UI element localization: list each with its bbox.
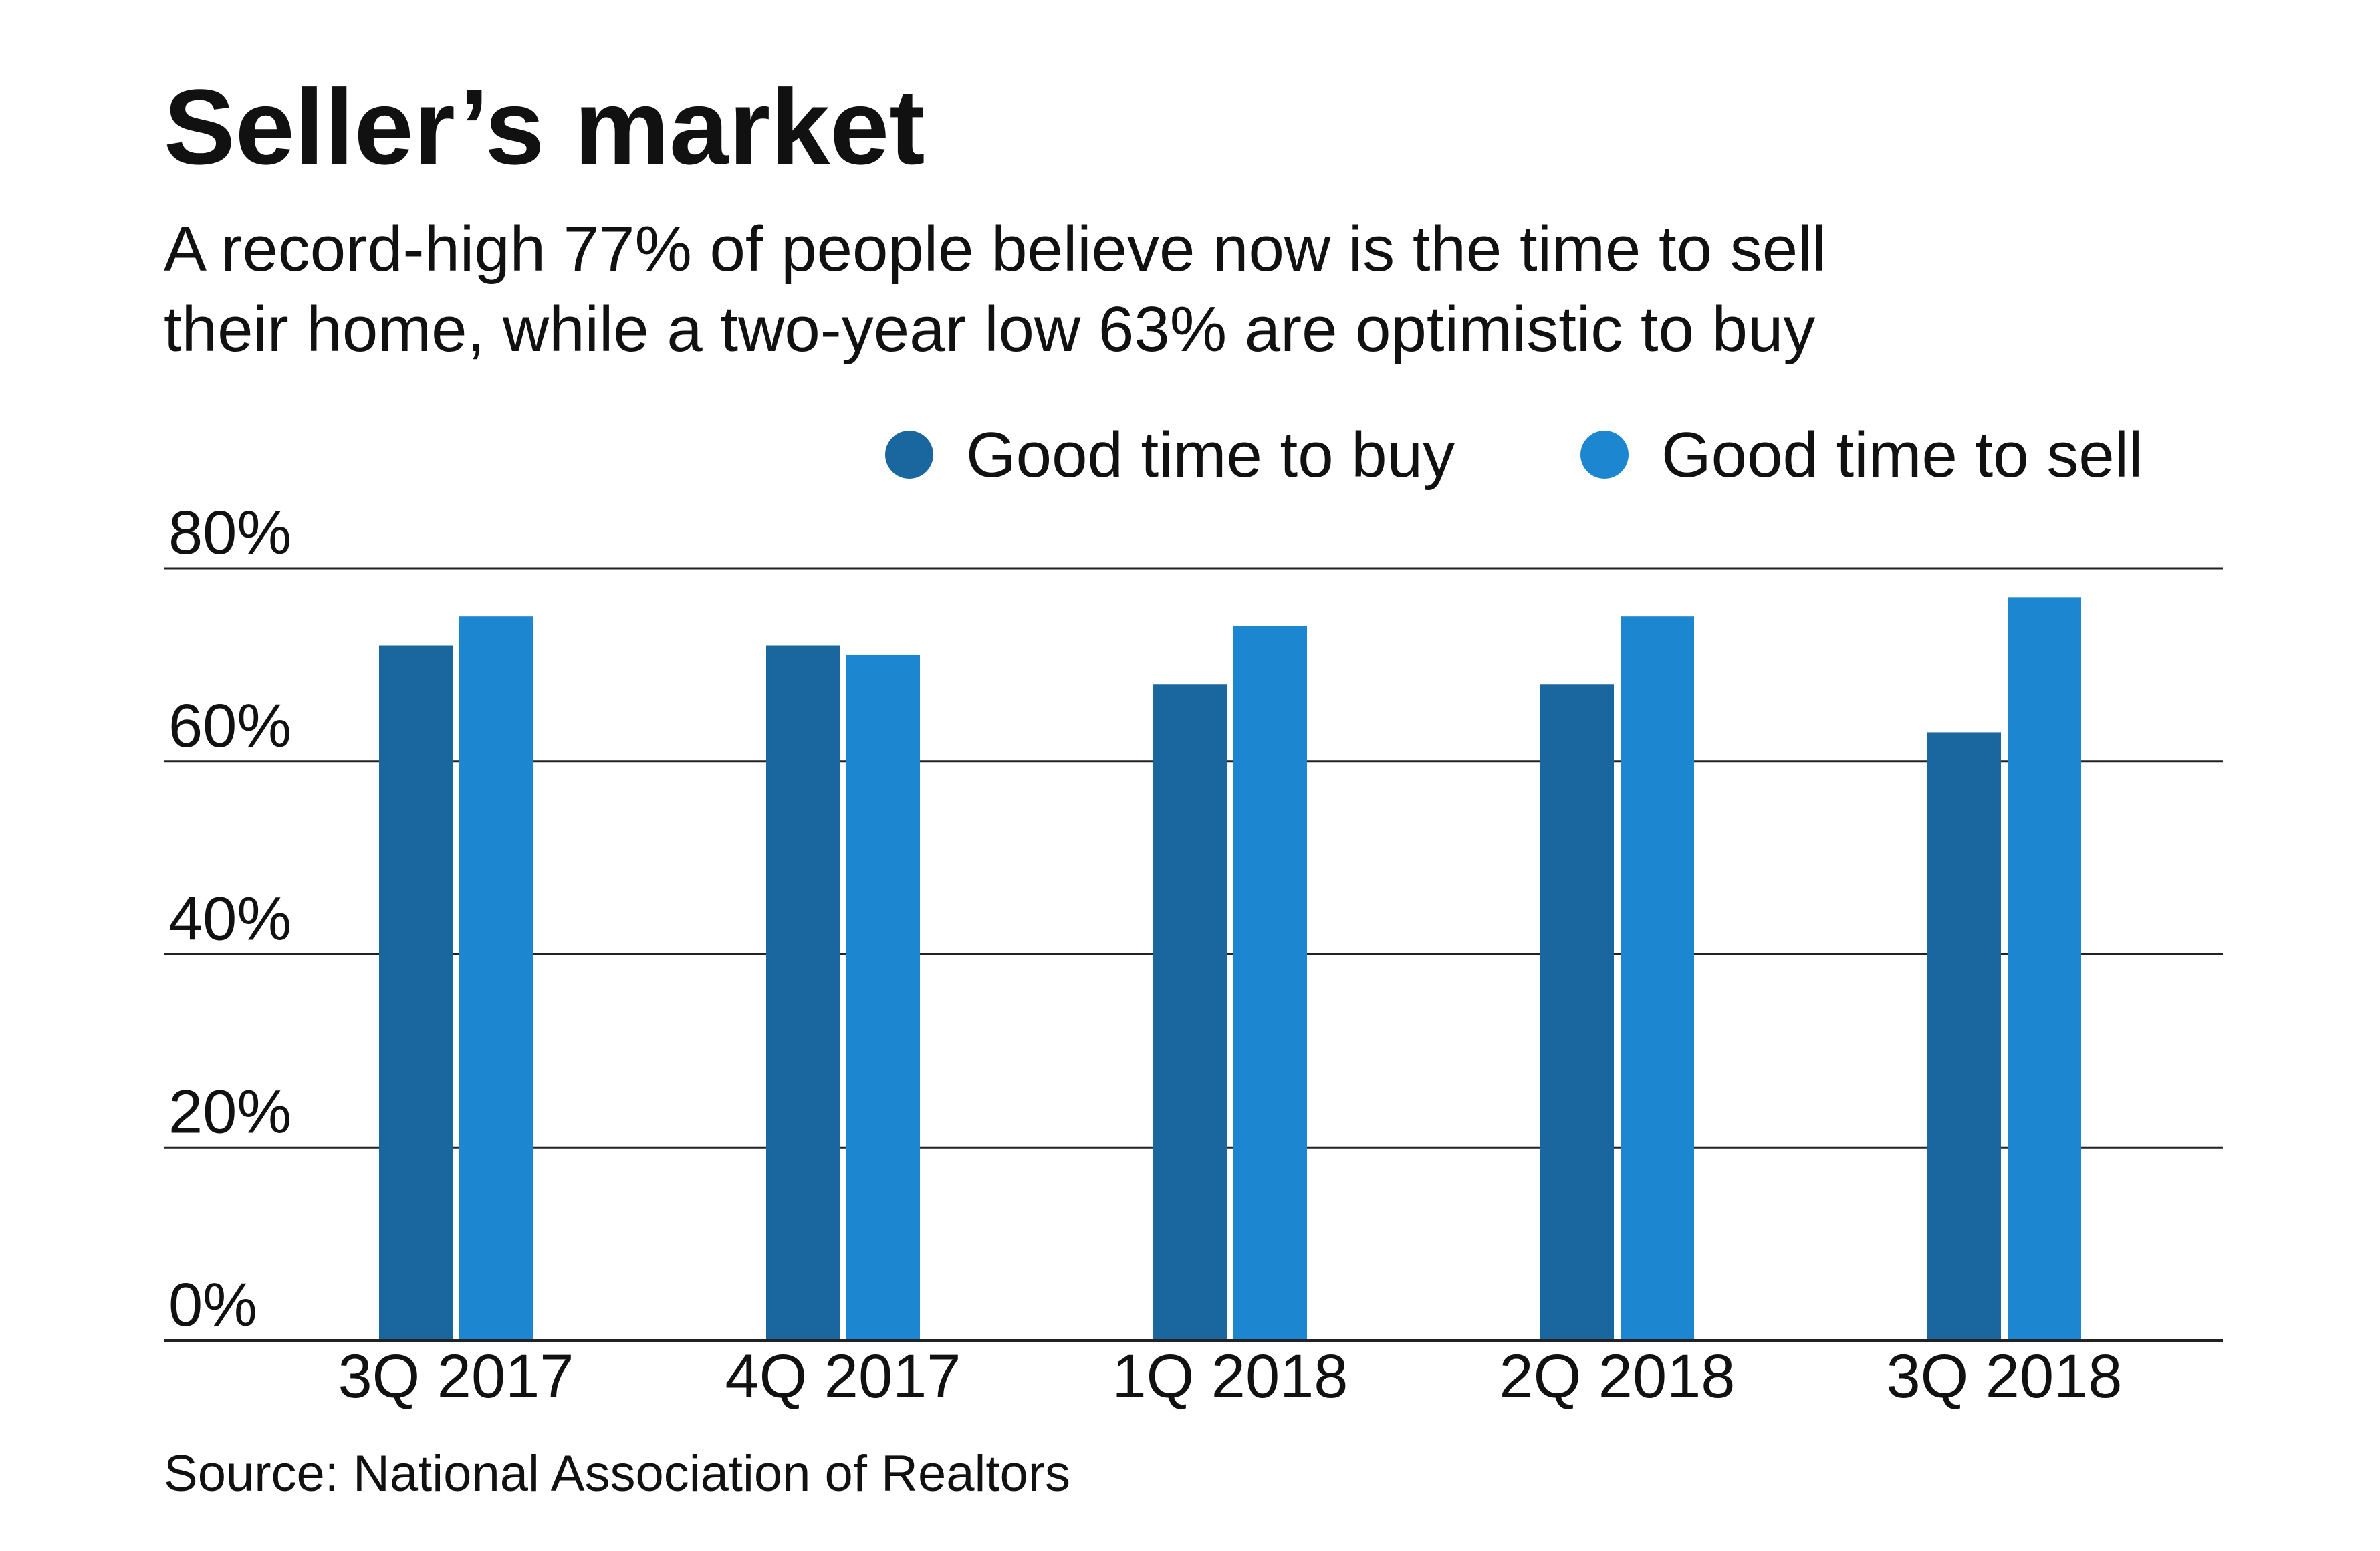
bar-buy [1153, 684, 1227, 1340]
y-tick-label: 0% [168, 1271, 257, 1339]
bar-buy [379, 645, 453, 1340]
x-tick-label: 3Q 2017 [338, 1342, 574, 1411]
x-tick-label: 2Q 2018 [1500, 1342, 1736, 1411]
x-tick-label: 3Q 2018 [1887, 1342, 2123, 1411]
x-tick-label: 4Q 2017 [725, 1342, 961, 1411]
bar-buy [1540, 684, 1614, 1340]
y-tick-label: 80% [168, 499, 291, 567]
bars [379, 597, 2081, 1340]
bar-sell [1621, 616, 1694, 1340]
legend: Good time to buy Good time to sell [885, 419, 2143, 491]
legend-label-buy: Good time to buy [966, 419, 1455, 491]
bar-sell [459, 616, 533, 1340]
chart-subtitle-line-1: A record-high 77% of people believe now … [164, 213, 1826, 285]
bar-buy [766, 645, 840, 1340]
bar-sell [1233, 626, 1307, 1340]
y-tick-label: 20% [168, 1078, 291, 1146]
chart-subtitle-line-2: their home, while a two-year low 63% are… [164, 293, 1815, 365]
chart-source: Source: National Association of Realtors [164, 1445, 1070, 1502]
bar-sell [2008, 597, 2081, 1340]
x-axis-tick-labels: 3Q 2017 4Q 2017 1Q 2018 2Q 2018 3Q 2018 [338, 1342, 2123, 1411]
chart-title: Seller’s market [164, 67, 925, 187]
legend-swatch-sell [1580, 431, 1629, 479]
y-tick-label: 60% [168, 692, 291, 760]
y-axis-tick-labels: 0% 20% 40% 60% 80% [168, 499, 291, 1339]
bar-sell [846, 654, 920, 1340]
y-tick-label: 40% [168, 885, 291, 953]
x-tick-label: 1Q 2018 [1112, 1342, 1348, 1411]
bar-buy [1927, 732, 2001, 1340]
legend-swatch-buy [885, 431, 933, 479]
legend-label-sell: Good time to sell [1661, 419, 2143, 491]
